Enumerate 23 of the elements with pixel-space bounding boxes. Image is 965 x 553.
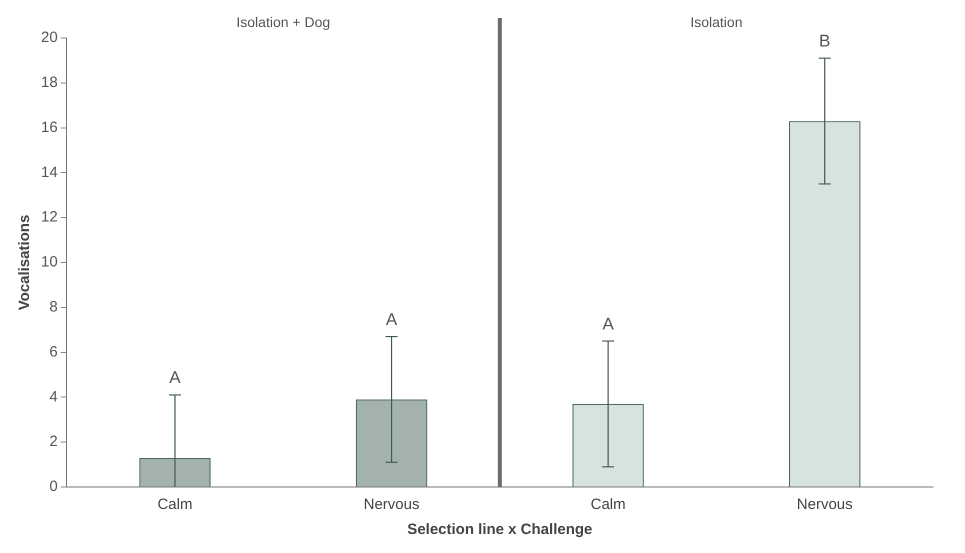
annotation: B (819, 31, 830, 50)
x-tick-label: Calm (157, 496, 192, 514)
annotation: A (169, 368, 182, 388)
x-axis-title: Selection line x Challenge (407, 521, 592, 538)
x-tick-label: Calm (590, 496, 626, 514)
y-axis-title: Vocalisations (16, 214, 34, 310)
y-tick-label: 0 (49, 478, 58, 496)
annotation: A (386, 310, 398, 329)
text: Isolation + Dog (236, 14, 330, 30)
x-tick-label: Nervous (796, 496, 853, 514)
y-tick-label: 20 (40, 29, 58, 46)
text: Isolation (690, 14, 742, 30)
y-tick-label: 2 (49, 433, 58, 450)
y-tick-label: 12 (40, 208, 58, 226)
x-tick-label: Nervous (364, 496, 420, 514)
y-tick-label: 6 (49, 343, 58, 360)
y-tick-label: 10 (40, 254, 58, 271)
y-tick-label: 8 (49, 298, 58, 316)
y-tick-label: 4 (49, 388, 58, 406)
y-tick-label: 14 (40, 164, 58, 181)
annotation: A (602, 314, 614, 334)
y-tick-label: 18 (40, 74, 58, 92)
y-tick-label: 16 (40, 118, 58, 136)
